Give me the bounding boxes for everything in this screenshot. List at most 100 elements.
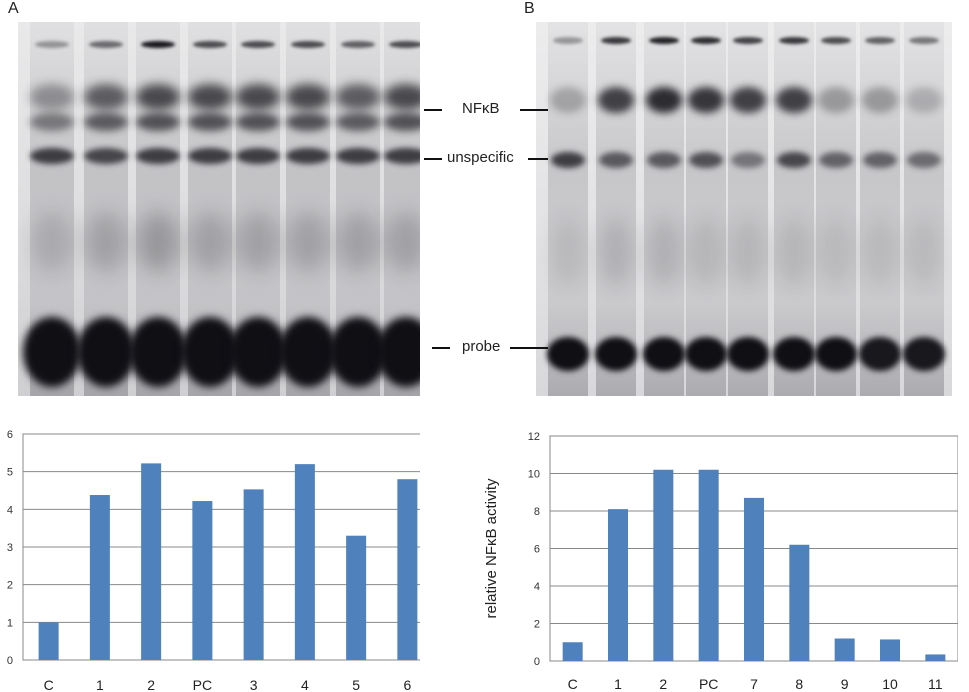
y-tick-label: 2: [7, 580, 13, 592]
bar: [89, 495, 110, 660]
y-tick-label: 2: [534, 619, 540, 631]
nfkb-band: [384, 84, 420, 110]
x-tick-label: 7: [750, 676, 758, 692]
well-band: [821, 36, 851, 44]
well-band: [909, 36, 939, 44]
gel-image-a: [18, 22, 420, 396]
nfkb-band: [384, 113, 420, 131]
probe-marker-line-right: [510, 347, 548, 349]
y-tick-label: 6: [534, 544, 540, 556]
smear: [288, 212, 328, 272]
unspecific-marker-line-right: [528, 158, 548, 160]
probe-band: [903, 337, 945, 371]
y-tick-label: 8: [534, 506, 540, 518]
probe-band: [23, 317, 81, 387]
y-tick-label: 0: [534, 656, 540, 668]
smear: [691, 217, 721, 287]
well-band: [601, 36, 631, 44]
unspecific-band: [30, 148, 74, 164]
unspecific-band: [599, 152, 633, 168]
y-tick-label: 1: [7, 617, 13, 629]
well-band: [733, 36, 763, 44]
smear: [779, 217, 809, 287]
bar: [243, 489, 264, 660]
bar: [789, 544, 810, 661]
y-tick-label: 4: [7, 504, 13, 516]
nfkb-band: [646, 87, 682, 113]
well-band: [35, 40, 69, 48]
smear: [865, 217, 895, 287]
nfkb-band: [136, 113, 180, 131]
unspecific-band: [777, 152, 811, 168]
nfkb-band: [730, 87, 766, 113]
gel-lane: [728, 22, 768, 396]
probe-band: [643, 337, 685, 371]
y-tick-label: 4: [534, 581, 540, 593]
y-tick-label: 3: [7, 542, 13, 554]
bar: [698, 469, 719, 661]
nfkb-band: [286, 113, 330, 131]
probe-band: [727, 337, 769, 371]
unspecific-band: [647, 152, 681, 168]
bar: [834, 638, 855, 661]
nfkb-band: [30, 113, 74, 131]
gel-lane: [596, 22, 636, 396]
x-tick-label: 10: [882, 676, 898, 692]
probe-band: [377, 317, 420, 387]
smear: [338, 212, 378, 272]
nfkb-band: [862, 87, 898, 113]
gel-lane: [644, 22, 684, 396]
unspecific-band: [551, 152, 585, 168]
nfkb-band: [188, 113, 232, 131]
gel-lane: [686, 22, 726, 396]
probe-band: [685, 337, 727, 371]
probe-band: [229, 317, 287, 387]
x-tick-label: 4: [301, 677, 309, 692]
smear: [733, 217, 763, 287]
well-band: [291, 40, 325, 48]
nfkb-band: [84, 84, 128, 110]
well-band: [341, 40, 375, 48]
y-tick-label: 0: [7, 655, 13, 667]
smear: [909, 217, 939, 287]
unspecific-band: [286, 148, 330, 164]
nfkb-band: [236, 84, 280, 110]
gel-lane: [816, 22, 856, 396]
smear: [601, 217, 631, 287]
x-tick-label: PC: [193, 677, 212, 692]
smear: [190, 212, 230, 272]
unspecific-band: [863, 152, 897, 168]
gel-lane: [860, 22, 900, 396]
nfkb-band: [688, 87, 724, 113]
y-axis-label: relative NFκB activity: [483, 478, 500, 619]
probe-band: [773, 337, 815, 371]
x-tick-label: C: [44, 677, 54, 692]
y-tick-label: 5: [7, 467, 13, 479]
nfkb-band: [84, 113, 128, 131]
bar: [608, 509, 628, 661]
probe-band: [547, 337, 589, 371]
x-tick-label: 2: [659, 676, 667, 692]
bar: [925, 654, 946, 661]
bar: [562, 642, 583, 661]
probe-label: probe: [462, 338, 501, 355]
nfkb-band: [136, 84, 180, 110]
x-tick-label: C: [568, 676, 578, 692]
probe-marker-line-left: [432, 347, 450, 349]
well-band: [193, 40, 227, 48]
x-tick-label: PC: [699, 676, 718, 692]
smear: [386, 212, 420, 272]
x-tick-label: 1: [96, 677, 104, 692]
unspecific-band: [731, 152, 765, 168]
unspecific-label: unspecific: [447, 149, 514, 166]
unspecific-band: [336, 148, 380, 164]
nfkb-band: [188, 84, 232, 110]
smear: [821, 217, 851, 287]
smear: [138, 212, 178, 272]
gel-lane: [548, 22, 588, 396]
nfkb-band: [30, 84, 74, 110]
bar: [880, 639, 900, 661]
bar: [141, 463, 162, 660]
y-tick-label: 10: [528, 469, 540, 481]
